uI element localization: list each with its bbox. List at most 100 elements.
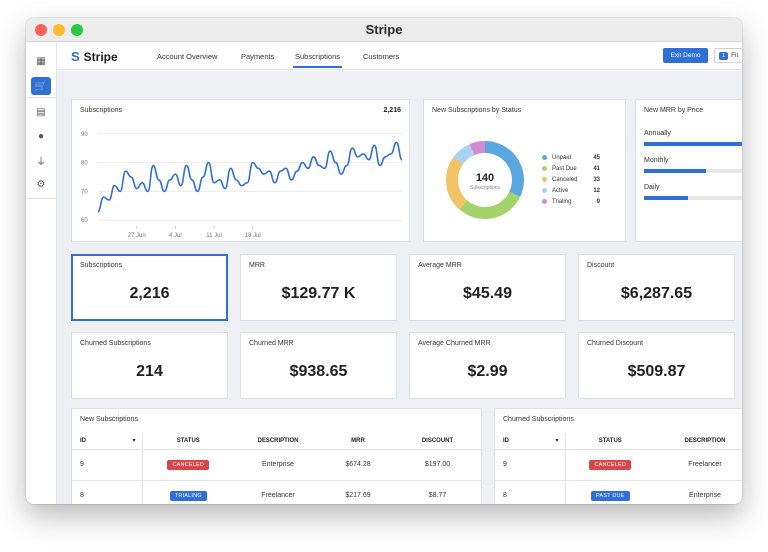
donut-slice[interactable] xyxy=(453,144,475,165)
subscriptions-line-chart: 60 70 80 90 27 Jun 4 Jul 11 Jul 18 Jul xyxy=(81,132,403,239)
status-cell: PAST DUE xyxy=(565,480,655,504)
zoom-window-button[interactable] xyxy=(71,24,83,36)
table-row[interactable]: 8 TRIALING Freelancer $217.69 $8.77 xyxy=(72,480,481,504)
kpi-card[interactable]: MRR $129.77 K xyxy=(240,254,397,321)
legend-value: 33 xyxy=(593,177,600,183)
title-bar: Stripe xyxy=(26,18,742,42)
legend-swatch xyxy=(542,177,547,182)
document-nav-button[interactable]: ▤ xyxy=(31,103,51,121)
legend-value: 45 xyxy=(593,155,600,161)
status-badge: CANCELED xyxy=(167,459,210,470)
kpi-label: Churned Subscriptions xyxy=(80,340,151,347)
status-badge: TRIALING xyxy=(169,490,207,501)
subscriptions-chart-card: Subscriptions 2,216 60 70 80 90 27 Jun 4 Jul 1… xyxy=(71,99,410,242)
id-cell: 9 xyxy=(72,449,143,481)
subscriptions-chart-total: 2,216 xyxy=(383,107,401,114)
kpi-label: Average MRR xyxy=(418,262,462,269)
exit-demo-button[interactable]: Exit Demo xyxy=(663,48,708,63)
column-header[interactable]: DESCRIPTION xyxy=(234,433,322,450)
donut-slice[interactable] xyxy=(446,157,468,210)
status-badge: PAST DUE xyxy=(590,490,630,501)
document-icon: ▤ xyxy=(36,106,46,118)
sort-down-icon[interactable]: ▾ xyxy=(555,438,559,444)
minimize-window-button[interactable] xyxy=(53,24,65,36)
cart-icon: 🛒 xyxy=(34,80,48,92)
kpi-value: $938.65 xyxy=(289,363,348,380)
column-header[interactable]: ID ▾ xyxy=(495,433,566,450)
kpi-card[interactable]: Churned MRR $938.65 xyxy=(240,332,397,399)
column-header-label: DESCRIPTION xyxy=(684,437,726,444)
donut-slice[interactable] xyxy=(459,191,521,219)
column-header[interactable]: STATUS xyxy=(142,433,234,450)
x-tick-label: 11 Jul xyxy=(206,233,222,239)
sort-down-icon[interactable]: ▾ xyxy=(132,438,136,444)
rail-divider xyxy=(26,97,57,98)
donut-slice[interactable] xyxy=(484,141,524,197)
kpi-card[interactable]: Subscriptions 2,216 xyxy=(71,254,228,321)
grid-icon: ▦ xyxy=(36,55,46,67)
close-window-button[interactable] xyxy=(35,24,47,36)
donut-center-value: 140 xyxy=(476,172,494,184)
window-title: Stripe xyxy=(365,22,403,37)
tab-subscriptions[interactable]: Subscriptions xyxy=(292,52,343,68)
column-header-label: ID xyxy=(80,437,86,444)
column-header[interactable]: DISCOUNT xyxy=(394,433,481,450)
kpi-card[interactable]: Churned Subscriptions 214 xyxy=(71,332,228,399)
legend-item[interactable]: Past Due 41 xyxy=(542,166,600,172)
cart-nav-button[interactable]: 🛒 xyxy=(31,77,51,95)
status-donut-card: New Subscriptions by Status 140 Subscript… xyxy=(423,99,626,242)
kpi-card[interactable]: Average Churned MRR $2.99 xyxy=(409,332,566,399)
new-subscriptions-card: New Subscriptions ID ▾ STATUS DESCRIPTION MR… xyxy=(71,408,482,504)
y-tick-label: 90 xyxy=(81,132,88,138)
legend-label: Unpaid xyxy=(552,155,572,162)
table-row[interactable]: 9 CANCELED Freelancer xyxy=(495,449,742,481)
status-cell: CANCELED xyxy=(142,449,234,481)
status-cell: TRIALING xyxy=(142,480,234,504)
kpi-card[interactable]: Discount $6,287.65 xyxy=(578,254,735,321)
tab-payments[interactable]: Payments xyxy=(241,52,275,61)
legend-swatch xyxy=(542,188,547,193)
table-row[interactable]: 8 PAST DUE Enterprise xyxy=(495,480,742,504)
kpi-value: $129.77 K xyxy=(281,285,356,302)
price-bar-fill xyxy=(644,196,688,200)
new-subscriptions-table: ID ▾ STATUS DESCRIPTION MRR DISCOUNT 9 CANCELE… xyxy=(72,433,481,504)
kpi-card[interactable]: Average MRR $45.49 xyxy=(409,254,566,321)
price-bar-label: Annually xyxy=(644,130,671,137)
filter-count-badge: 1 xyxy=(719,51,729,60)
x-tick-label: 27 Jun xyxy=(128,233,146,239)
legend-item[interactable]: Unpaid 45 xyxy=(542,155,600,161)
y-tick-label: 60 xyxy=(81,218,88,224)
table-row[interactable]: 9 CANCELED Enterprise $674.28 $197.00 xyxy=(72,449,481,481)
tab-customers[interactable]: Customers xyxy=(363,52,400,61)
column-header[interactable]: DESCRIPTION xyxy=(655,433,742,450)
plug-icon: ⏚ xyxy=(36,156,46,168)
kpi-value: 2,216 xyxy=(129,285,170,302)
filter-button[interactable]: 1 Fil xyxy=(714,48,742,63)
kpi-card[interactable]: Churned Discount $509.87 xyxy=(578,332,735,399)
icon-sidebar: ▦ 🛒 ▤ ● ⏚ ⚙ xyxy=(26,43,57,504)
kpi-label: Discount xyxy=(587,262,615,269)
tab-account-overview[interactable]: Account Overview xyxy=(157,52,218,61)
kpi-label: Average Churned MRR xyxy=(418,340,491,347)
subscriptions-chart-title: Subscriptions xyxy=(80,107,123,114)
user-nav-button[interactable]: ● xyxy=(31,127,51,145)
legend-item[interactable]: Canceled 33 xyxy=(542,177,600,183)
brand-logo[interactable]: S Stripe xyxy=(71,49,118,64)
donut-center-label: Subscriptions xyxy=(470,185,501,191)
churned-subscriptions-title: Churned Subscriptions xyxy=(503,416,574,423)
description-cell: Enterprise xyxy=(655,480,742,504)
column-header[interactable]: STATUS xyxy=(565,433,655,450)
donut-slice[interactable] xyxy=(469,141,486,156)
subscriptions-series-line xyxy=(97,141,403,213)
kpi-value: $509.87 xyxy=(627,363,686,380)
plug-nav-button[interactable]: ⏚ xyxy=(31,151,51,169)
column-header-label: DESCRIPTION xyxy=(257,437,299,444)
legend-item[interactable]: Trialing 9 xyxy=(542,199,600,205)
column-header[interactable]: ID ▾ xyxy=(72,433,143,450)
gear-nav-button[interactable]: ⚙ xyxy=(31,175,51,193)
grid-nav-button[interactable]: ▦ xyxy=(31,52,51,70)
user-icon: ● xyxy=(37,130,45,142)
column-header[interactable]: MRR xyxy=(322,433,394,450)
legend-item[interactable]: Active 12 xyxy=(542,188,600,194)
price-bar-fill xyxy=(644,142,742,146)
